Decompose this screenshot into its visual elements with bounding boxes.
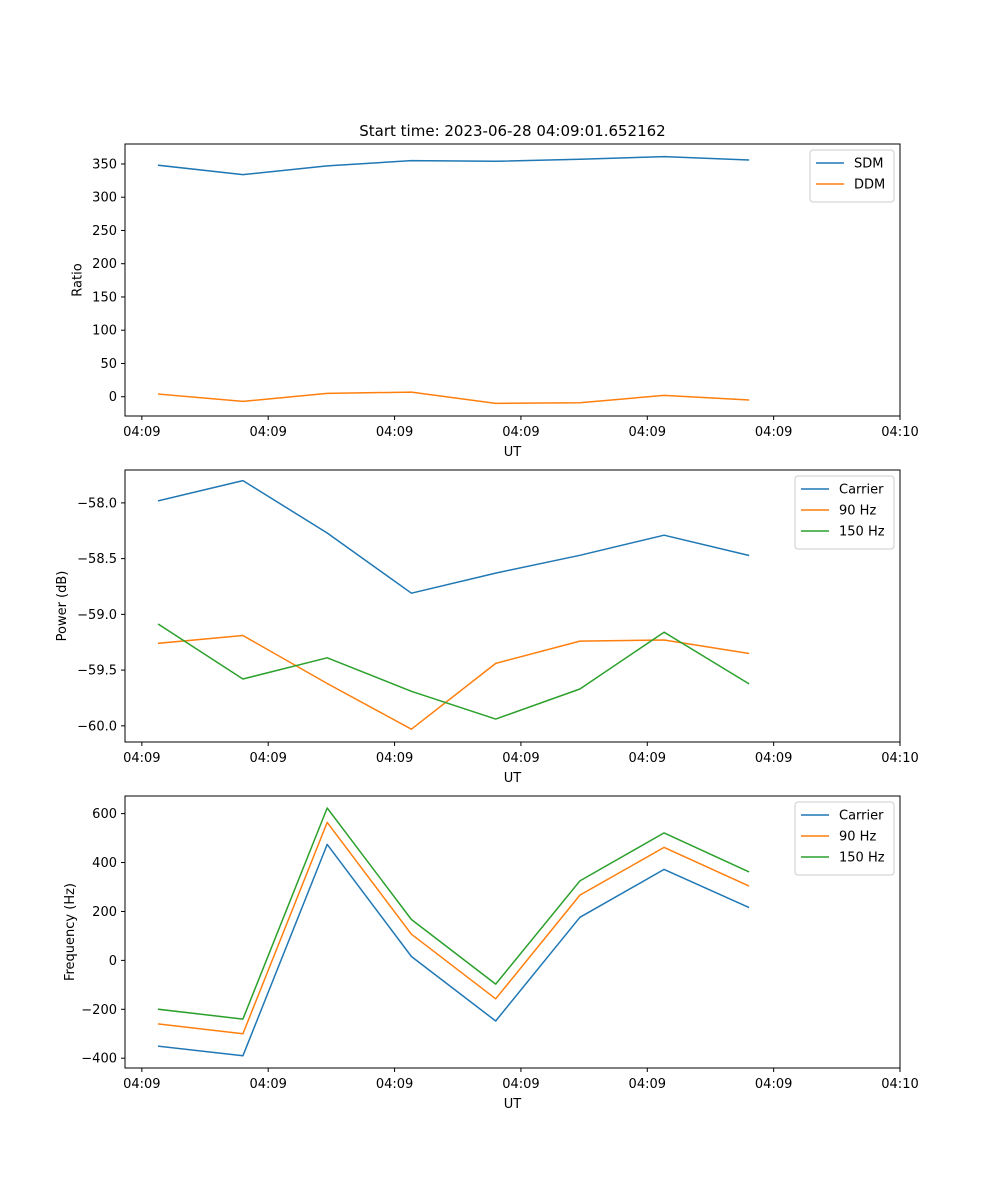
x-tick-label: 04:09 <box>755 1077 792 1092</box>
axes-frame <box>124 469 901 743</box>
chart-panel-2: 04:09 04:09 04:09 04:09 04:09 04:09 04:10 UT −60… <box>55 469 919 786</box>
y-tick-label: 0 <box>109 390 117 405</box>
axes-frame <box>124 143 901 417</box>
x-tick-label: 04:09 <box>502 1077 539 1092</box>
y-tick-label: 100 <box>92 324 117 339</box>
y-tick-label: 600 <box>92 807 117 822</box>
legend-label: Carrier <box>839 483 884 498</box>
y-tick-label: 250 <box>92 224 117 239</box>
y-tick-label: 0 <box>109 954 117 969</box>
series-line-150-hz <box>157 623 750 720</box>
legend-label: 150 Hz <box>839 851 885 866</box>
x-tick-label: 04:09 <box>123 425 160 440</box>
x-tick-label: 04:09 <box>629 425 666 440</box>
y-tick-label: 200 <box>92 905 117 920</box>
x-axis-label: UT <box>504 445 522 460</box>
y-tick-label: −59.5 <box>77 664 117 679</box>
axes-frame <box>124 795 901 1069</box>
y-tick-label: 350 <box>92 157 117 172</box>
x-tick-label: 04:10 <box>881 425 918 440</box>
y-tick-label: −58.0 <box>77 496 117 511</box>
x-tick-label: 04:09 <box>249 425 286 440</box>
y-tick-label: −200 <box>81 1003 117 1018</box>
x-tick-label: 04:09 <box>629 1077 666 1092</box>
x-tick-label: 04:10 <box>881 751 918 766</box>
x-tick-label: 04:09 <box>376 1077 413 1092</box>
x-tick-label: 04:09 <box>755 425 792 440</box>
legend: Carrier 90 Hz 150 Hz <box>794 475 895 550</box>
legend-label: 90 Hz <box>839 504 876 519</box>
series-line-90-hz <box>157 634 750 730</box>
x-tick-label: 04:10 <box>881 1077 918 1092</box>
x-tick-label: 04:09 <box>502 751 539 766</box>
legend: SDM DDM <box>809 149 895 203</box>
x-axis-label: UT <box>504 1097 522 1112</box>
series-line-carrier <box>157 479 750 594</box>
x-tick-label: 04:09 <box>502 425 539 440</box>
chart-title: Start time: 2023-06-28 04:09:01.652162 <box>359 122 665 140</box>
series-line-ddm <box>157 391 750 405</box>
y-tick-label: 300 <box>92 191 117 206</box>
legend-label: SDM <box>854 157 883 172</box>
x-axis-label: UT <box>504 771 522 786</box>
y-tick-label: −59.0 <box>77 608 117 623</box>
series-line-90-hz <box>157 821 750 1035</box>
x-tick-label: 04:09 <box>123 751 160 766</box>
legend-label: 150 Hz <box>839 525 885 540</box>
legend-label: Carrier <box>839 809 884 824</box>
y-axis-label: Power (dB) <box>55 571 70 642</box>
y-axis-label: Frequency (Hz) <box>63 883 78 981</box>
y-tick-label: −58.5 <box>77 552 117 567</box>
legend-label: 90 Hz <box>839 830 876 845</box>
chart-panel-1: Start time: 2023-06-28 04:09:01.652162 04… <box>71 122 919 460</box>
x-tick-label: 04:09 <box>249 751 286 766</box>
series-line-150-hz <box>157 807 750 1020</box>
series-line-sdm <box>157 155 750 176</box>
y-tick-label: 50 <box>100 357 117 372</box>
y-axis-label: Ratio <box>71 263 86 296</box>
y-tick-label: 200 <box>92 257 117 272</box>
x-tick-label: 04:09 <box>755 751 792 766</box>
x-tick-label: 04:09 <box>376 425 413 440</box>
series-line-carrier <box>157 843 750 1057</box>
y-tick-label: 150 <box>92 290 117 305</box>
x-tick-label: 04:09 <box>249 1077 286 1092</box>
y-tick-label: −60.0 <box>77 719 117 734</box>
legend-label: DDM <box>854 178 885 193</box>
chart-panel-3: 04:09 04:09 04:09 04:09 04:09 04:09 04:10 UT −40… <box>63 795 919 1112</box>
x-tick-label: 04:09 <box>376 751 413 766</box>
y-tick-label: −400 <box>81 1052 117 1067</box>
x-tick-label: 04:09 <box>629 751 666 766</box>
x-tick-label: 04:09 <box>123 1077 160 1092</box>
y-tick-label: 400 <box>92 856 117 871</box>
legend: Carrier 90 Hz 150 Hz <box>794 801 895 876</box>
